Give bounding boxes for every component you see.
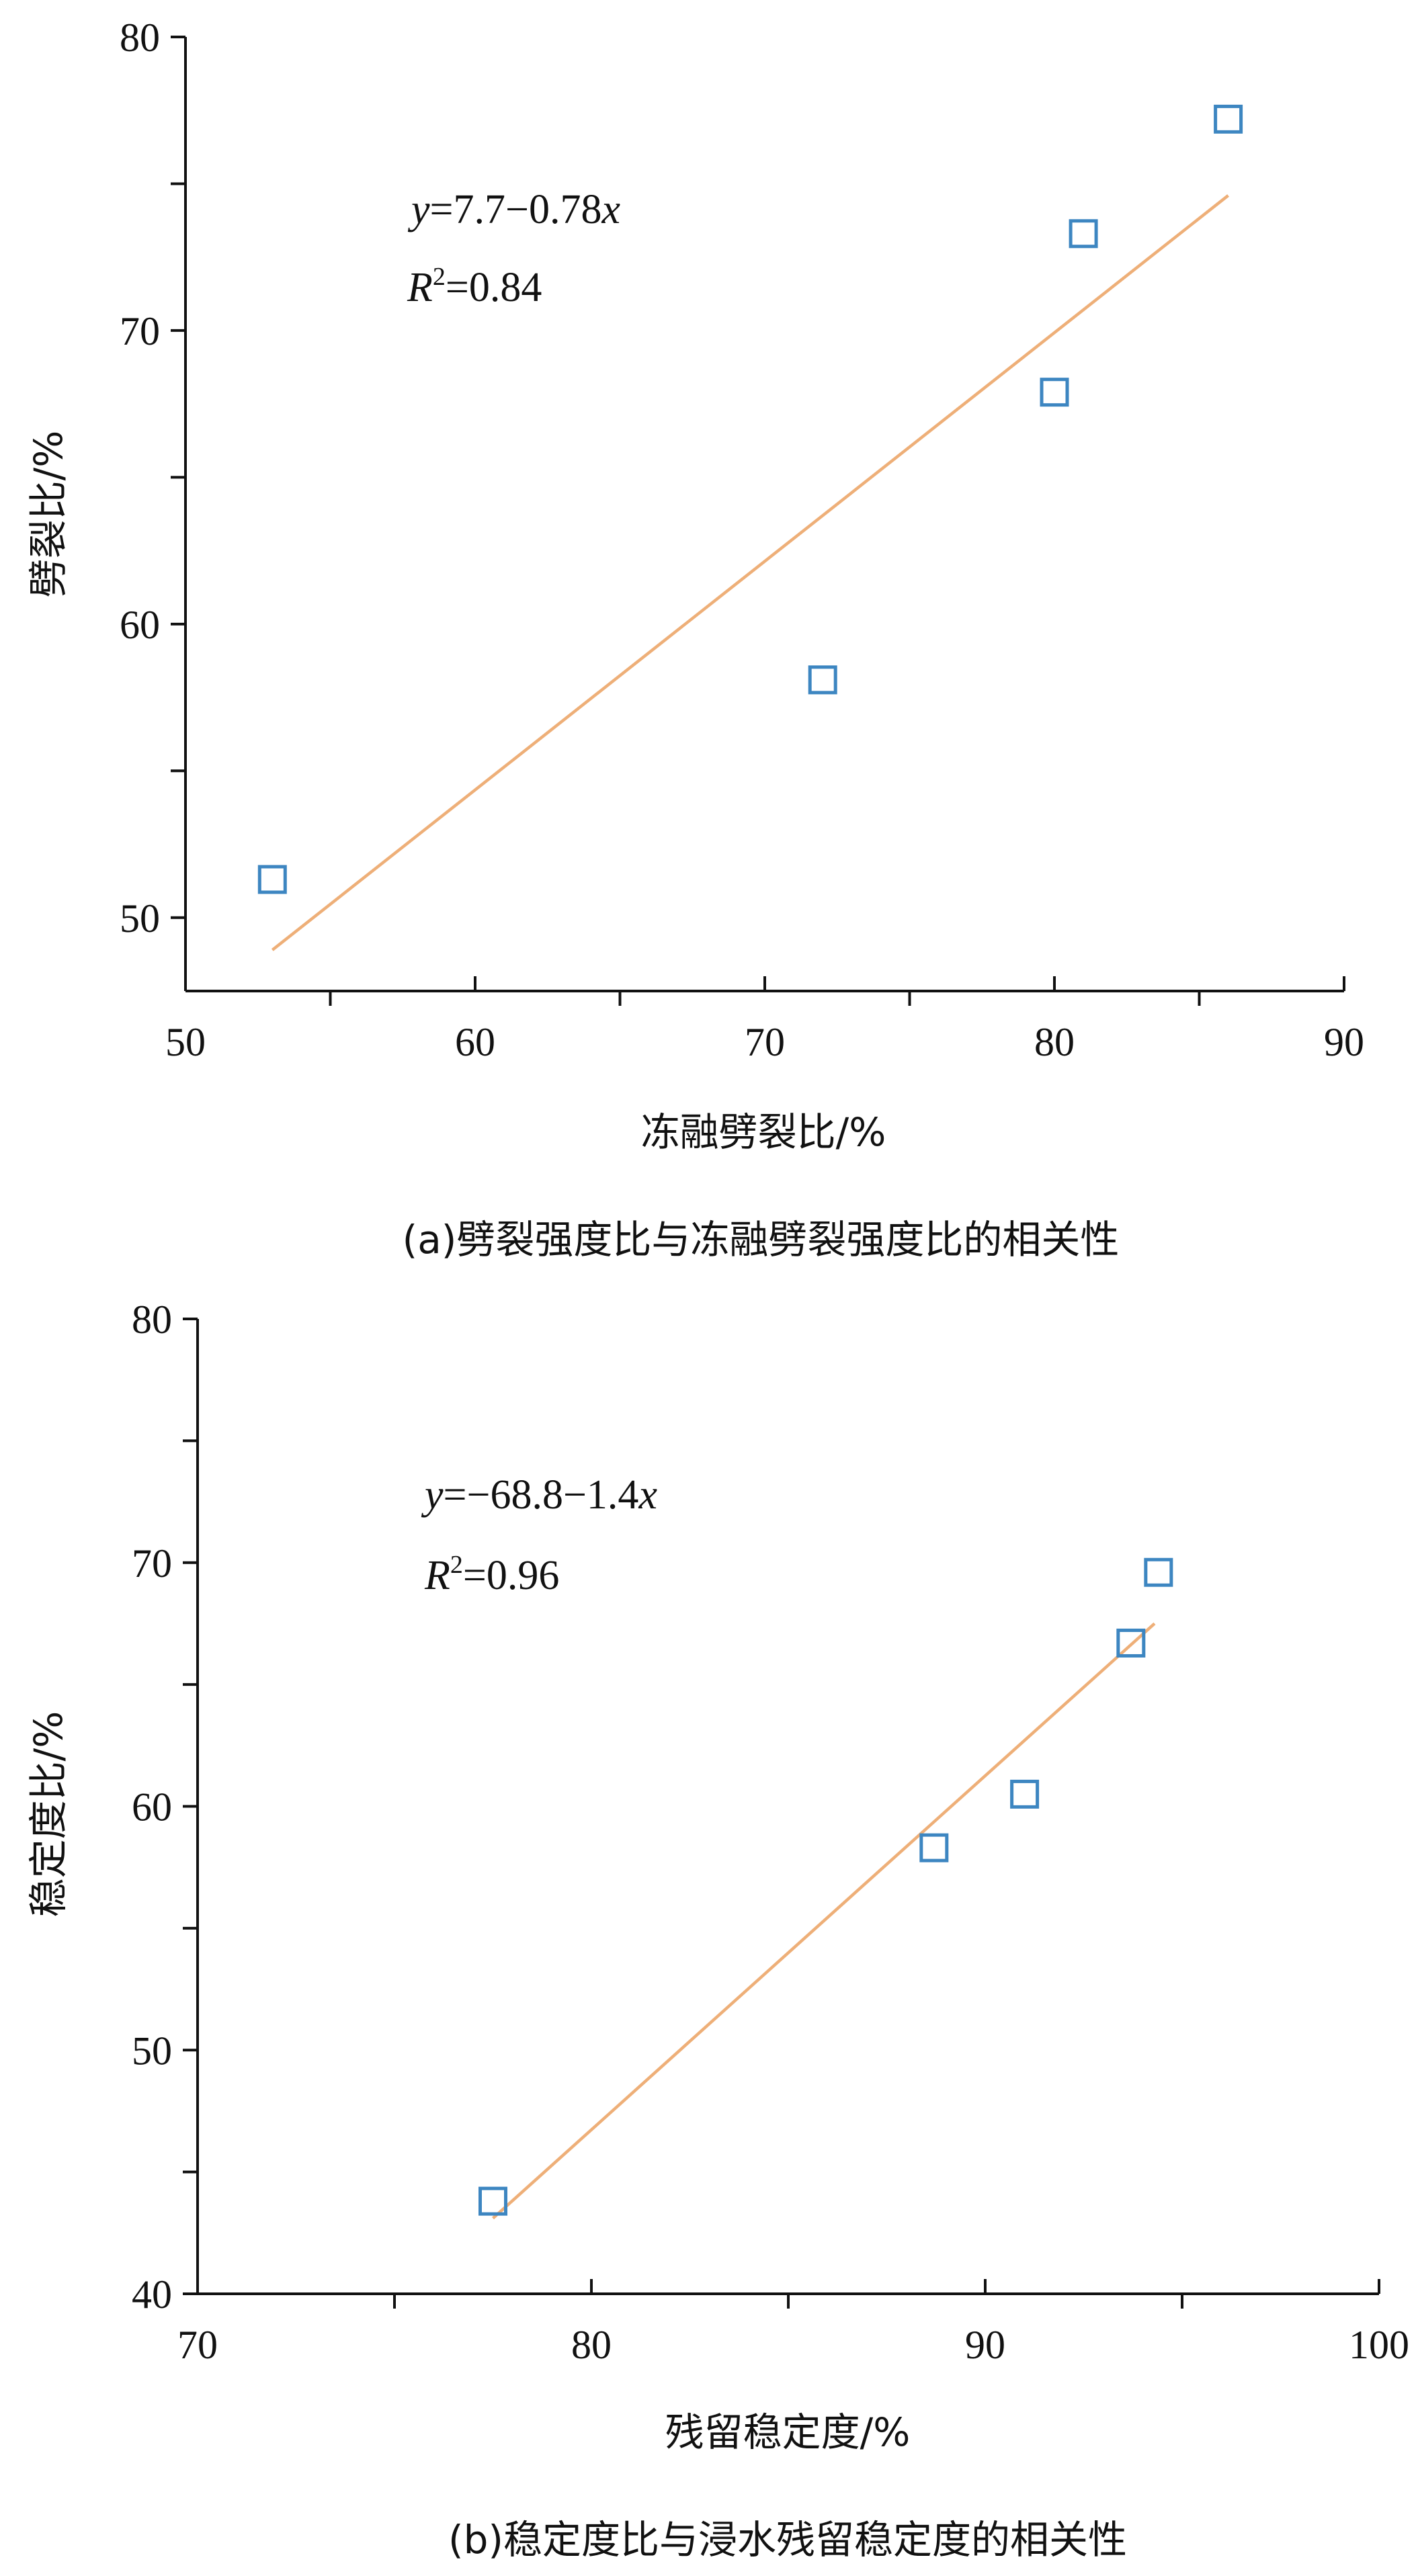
chart-b-y-tick-label: 70	[132, 1541, 172, 1586]
chart-b-x-tick-label: 90	[965, 2323, 1005, 2367]
chart-a-r2-value: =0.84	[446, 265, 542, 310]
chart-a: 50 60 70 80 90 50 60 70 80 y=7.7−0.78x R2=0.84 冻…	[26, 15, 1364, 1262]
chart-b-fit-line	[491, 1622, 1156, 2220]
chart-a-y-tick-label: 50	[120, 896, 160, 941]
chart-b-y-tick-label: 40	[132, 2272, 172, 2317]
chart-a-equation-rhs: =7.7−0.78	[430, 187, 602, 232]
chart-b-x-axis-title: 残留稳定度/%	[665, 2409, 911, 2455]
chart-b-y-tick-label: 50	[132, 2028, 172, 2073]
chart-b-data-point	[1144, 1557, 1173, 1587]
chart-b-equation-y: y	[421, 1472, 444, 1518]
chart-a-equation-x: x	[601, 187, 620, 232]
chart-a-x-tick-label: 90	[1324, 1020, 1364, 1064]
chart-a-data-point	[1069, 219, 1098, 249]
chart-b-x-tick-label: 70	[177, 2323, 218, 2367]
chart-a-equation: y=7.7−0.78x	[407, 187, 620, 232]
chart-a-r2-label: R	[407, 265, 433, 310]
chart-a-fit-line-group	[271, 194, 1229, 951]
chart-b-ticks: 70 80 90 100 40 50 60 70 80	[132, 1297, 1409, 2367]
chart-a-data-point	[1214, 104, 1243, 134]
chart-b-equation-x: x	[638, 1472, 657, 1518]
chart-a-r2: R2=0.84	[407, 263, 542, 310]
chart-b-r2-label: R	[424, 1553, 450, 1598]
chart-b-equation-rhs: =−68.8−1.4	[444, 1472, 639, 1518]
chart-b-data-point	[1010, 1779, 1040, 1809]
chart-b: 70 80 90 100 40 50 60 70 80 y=−68.8−1.4x R2=0.96…	[26, 1297, 1409, 2563]
chart-a-fit-line	[271, 194, 1229, 951]
chart-a-points	[257, 104, 1243, 894]
chart-b-y-axis-title: 稳定度比/%	[26, 1711, 71, 1918]
chart-b-equation: y=−68.8−1.4x	[421, 1472, 657, 1518]
chart-b-x-tick-label: 80	[571, 2323, 612, 2367]
chart-b-r2: R2=0.96	[424, 1551, 559, 1598]
chart-a-x-tick-label: 70	[745, 1020, 785, 1064]
chart-b-r2-value: =0.96	[463, 1553, 559, 1598]
chart-a-data-point	[808, 665, 837, 695]
chart-b-x-tick-label: 100	[1349, 2323, 1409, 2367]
chart-b-data-point	[919, 1833, 949, 1862]
chart-a-r2-sup: 2	[433, 263, 446, 291]
chart-b-data-point	[478, 2186, 507, 2216]
chart-b-r2-sup: 2	[450, 1551, 463, 1579]
chart-a-y-tick-label: 60	[120, 603, 160, 647]
chart-a-x-tick-label: 60	[455, 1020, 495, 1064]
chart-a-data-point	[257, 865, 287, 894]
chart-a-data-point	[1040, 378, 1069, 407]
chart-b-fit-line-group	[491, 1622, 1156, 2220]
chart-a-y-tick-label: 70	[120, 309, 160, 353]
chart-a-y-axis-title: 劈裂比/%	[26, 431, 71, 598]
chart-a-caption: (a)劈裂强度比与冻融劈裂强度比的相关性	[403, 1217, 1120, 1262]
chart-a-x-tick-label: 80	[1034, 1020, 1075, 1064]
chart-a-x-axis-title: 冻融劈裂比/%	[641, 1109, 886, 1155]
chart-b-y-tick-label: 60	[132, 1785, 172, 1830]
chart-b-data-point	[1116, 1628, 1146, 1658]
chart-a-y-tick-label: 80	[120, 15, 160, 60]
chart-b-caption: (b)稳定度比与浸水残留稳定度的相关性	[448, 2517, 1127, 2563]
chart-b-points	[478, 1557, 1173, 2216]
chart-a-ticks: 50 60 70 80 90 50 60 70 80	[120, 15, 1364, 1064]
chart-b-y-tick-label: 80	[132, 1297, 172, 1342]
chart-a-equation-y: y	[407, 187, 430, 232]
chart-a-x-tick-label: 50	[165, 1020, 206, 1064]
